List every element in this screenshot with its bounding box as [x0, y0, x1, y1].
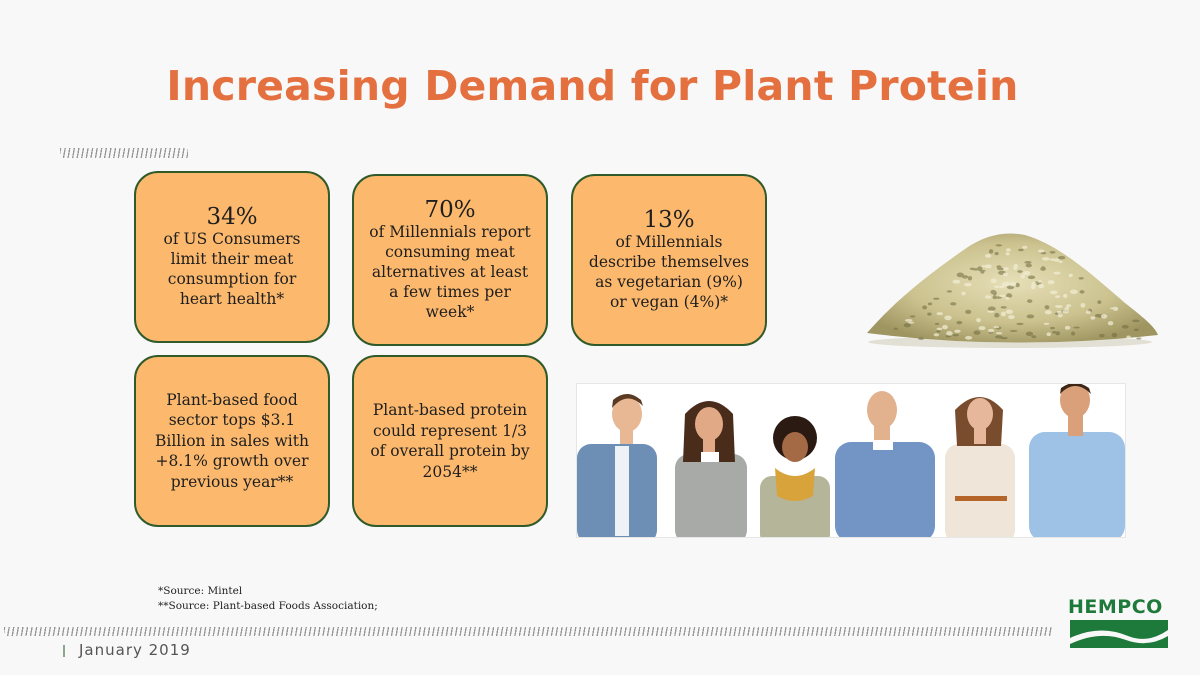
- footer-date: January 2019: [79, 641, 191, 659]
- logo-mark-icon: [1070, 620, 1168, 648]
- person-figure: [675, 401, 747, 537]
- date-divider: [63, 645, 65, 657]
- stat-card-sector-sales: Plant-based food sector tops $3.1 Billio…: [134, 355, 330, 527]
- person-figure: [760, 416, 830, 537]
- stat-description: of Millennials describe themselves as ve…: [588, 233, 750, 311]
- stat-value: 70%: [424, 197, 476, 223]
- stat-card-protein-share: Plant-based protein could represent 1/3 …: [352, 355, 548, 527]
- hemp-seeds-image: [867, 233, 1158, 348]
- stat-description: of Millennials report consuming meat alt…: [369, 223, 531, 321]
- stat-card-heart-health: 34% of US Consumers limit their meat con…: [134, 171, 330, 343]
- footnote-pbfa: **Source: Plant-based Foods Association;: [158, 600, 378, 612]
- person-figure: [577, 394, 657, 537]
- stat-card-vegetarian: 13% of Millennials describe themselves a…: [571, 174, 767, 346]
- decorative-hatch-bottom: [4, 627, 1052, 636]
- decorative-hatch-top: [60, 148, 188, 158]
- card-text: Plant-based protein could represent 1/3 …: [370, 401, 530, 481]
- millennials-group-photo: [576, 383, 1126, 538]
- person-figure: [835, 391, 935, 537]
- stat-value: 13%: [643, 207, 695, 233]
- person-figure: [945, 397, 1015, 537]
- hempco-logo: HEMPCO: [1068, 596, 1170, 648]
- card-text: Plant-based food sector tops $3.1 Billio…: [155, 390, 309, 491]
- footnote-mintel: *Source: Mintel: [158, 585, 243, 597]
- stat-description: of US Consumers limit their meat consump…: [163, 230, 301, 308]
- person-figure: [1029, 384, 1125, 537]
- slide-title: Increasing Demand for Plant Protein: [166, 62, 1019, 110]
- logo-wordmark: HEMPCO: [1068, 596, 1163, 618]
- stat-card-meat-alternatives: 70% of Millennials report consuming meat…: [352, 174, 548, 346]
- stat-value: 34%: [206, 204, 258, 230]
